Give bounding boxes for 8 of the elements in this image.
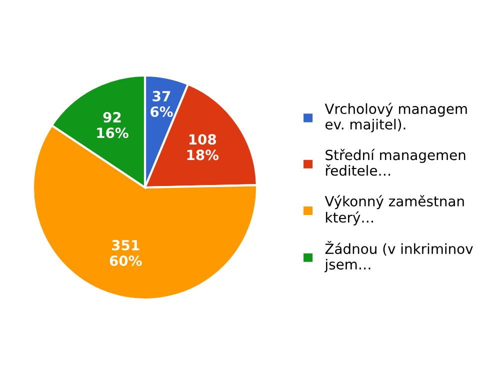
data-label: 108 18% xyxy=(187,134,219,160)
legend-label: Střední managemen ředitele… xyxy=(326,148,466,176)
legend-label: Žádnou (v inkriminov jsem… xyxy=(324,240,473,272)
data-label: 92 16% xyxy=(97,112,128,138)
data-label: 351 60% xyxy=(110,240,142,266)
legend-label: Výkonný zaměstnan který… xyxy=(324,195,464,226)
data-label: 37 6% xyxy=(150,90,173,117)
legend-label: Vrcholový managem ev. majitel). xyxy=(324,102,467,132)
